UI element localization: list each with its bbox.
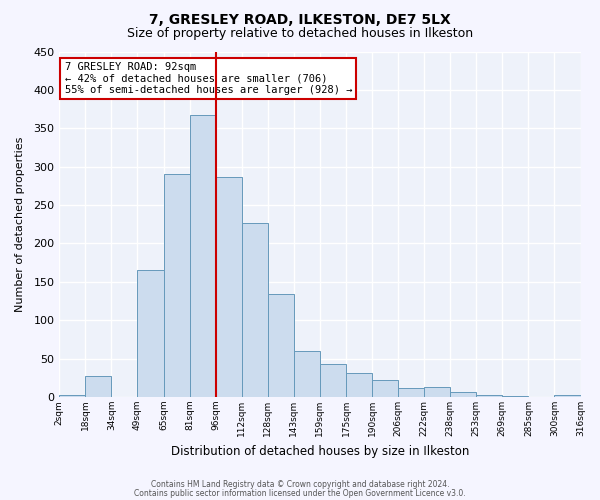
Text: Size of property relative to detached houses in Ilkeston: Size of property relative to detached ho…: [127, 28, 473, 40]
Bar: [164, 174, 190, 397]
Bar: [320, 364, 346, 397]
Bar: [268, 294, 294, 397]
Bar: [502, 396, 529, 397]
Text: Contains HM Land Registry data © Crown copyright and database right 2024.: Contains HM Land Registry data © Crown c…: [151, 480, 449, 489]
X-axis label: Distribution of detached houses by size in Ilkeston: Distribution of detached houses by size …: [171, 444, 469, 458]
Bar: [190, 115, 215, 397]
Bar: [346, 373, 372, 397]
Bar: [85, 376, 112, 397]
Bar: [476, 394, 502, 397]
Bar: [450, 392, 476, 397]
Bar: [137, 270, 164, 397]
Bar: [372, 380, 398, 397]
Text: Contains public sector information licensed under the Open Government Licence v3: Contains public sector information licen…: [134, 488, 466, 498]
Bar: [242, 224, 268, 397]
Bar: [59, 396, 85, 397]
Text: 7, GRESLEY ROAD, ILKESTON, DE7 5LX: 7, GRESLEY ROAD, ILKESTON, DE7 5LX: [149, 12, 451, 26]
Bar: [554, 396, 581, 397]
Text: 7 GRESLEY ROAD: 92sqm
← 42% of detached houses are smaller (706)
55% of semi-det: 7 GRESLEY ROAD: 92sqm ← 42% of detached …: [65, 62, 352, 95]
Bar: [215, 176, 242, 397]
Y-axis label: Number of detached properties: Number of detached properties: [15, 136, 25, 312]
Bar: [398, 388, 424, 397]
Bar: [294, 351, 320, 397]
Bar: [424, 387, 450, 397]
